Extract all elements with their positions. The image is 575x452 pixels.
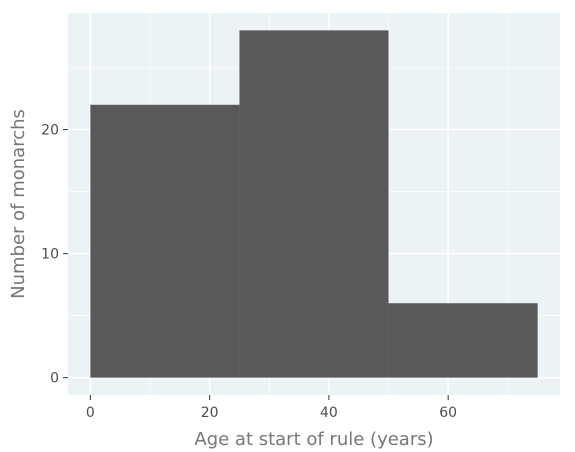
y-tick-label: 20 xyxy=(41,123,59,139)
histogram-bar xyxy=(90,104,240,378)
x-tick-label: 20 xyxy=(201,405,219,421)
histogram-bar xyxy=(239,30,389,378)
x-tick-label: 40 xyxy=(320,405,338,421)
y-tick-label: 0 xyxy=(50,371,59,387)
y-axis: 0 10 20 xyxy=(41,123,68,387)
y-axis-title: Number of monarchs xyxy=(8,109,29,299)
histogram-bar xyxy=(388,303,538,378)
x-tick-label: 60 xyxy=(439,405,457,421)
bars xyxy=(90,30,538,378)
x-axis: 0 20 40 60 xyxy=(86,395,457,421)
y-tick-label: 10 xyxy=(41,247,59,263)
x-axis-title: Age at start of rule (years) xyxy=(194,429,433,450)
x-tick-label: 0 xyxy=(86,405,95,421)
